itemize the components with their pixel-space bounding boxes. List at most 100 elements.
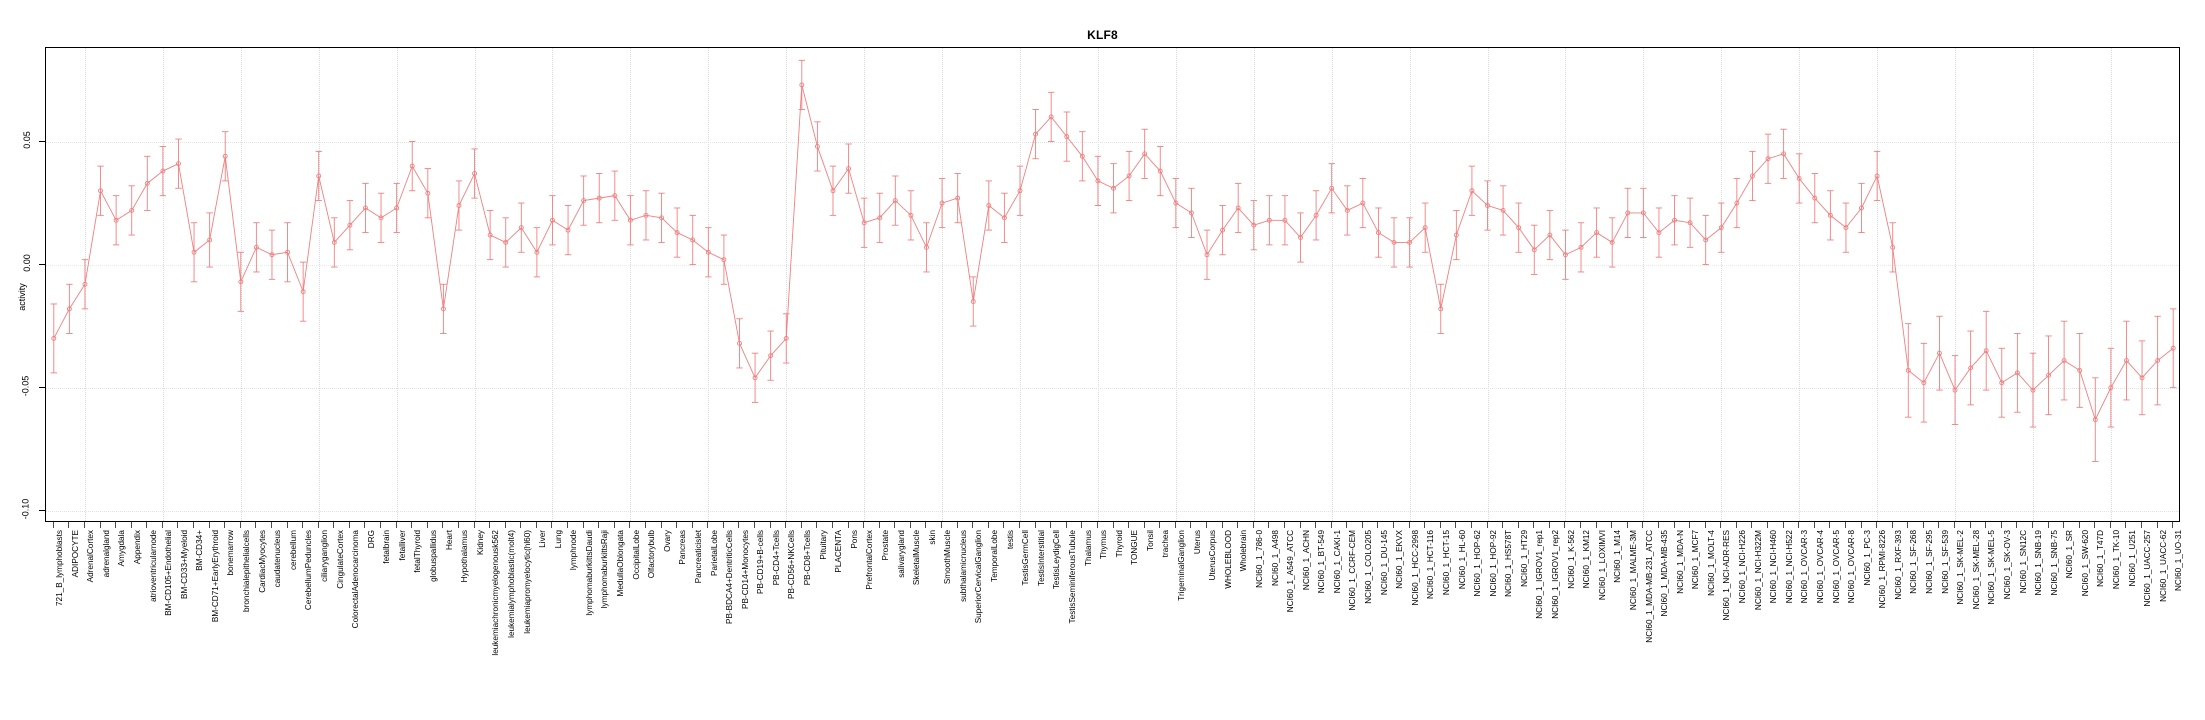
x-tick-label-text: adrenalgland: [101, 530, 111, 578]
x-tick-label: NCI60_1_IGROV1_rep1: [1535, 530, 1544, 619]
x-tick-mark: [1907, 522, 1909, 528]
y-tick-mark: [39, 140, 45, 142]
x-tick-label-text: NCI60_1_SF-295: [1925, 530, 1935, 594]
x-tick-mark: [1128, 522, 1130, 528]
data-point: [1952, 387, 1958, 393]
x-tick-label-text: lymphomaburkittsRaji: [600, 530, 610, 609]
data-point: [2108, 385, 2114, 391]
x-tick-label-text: NCI60_1_SK-OV-3: [2002, 530, 2012, 600]
x-tick-label-text: ColorectalAdenocarcinoma: [351, 530, 361, 629]
data-point: [1282, 217, 1288, 223]
x-tick-mark: [754, 522, 756, 528]
plot-area: [45, 47, 2180, 522]
x-tick-mark: [442, 522, 444, 528]
x-tick-mark: [2000, 522, 2002, 528]
x-tick-label-text: BM-CD34+: [195, 530, 205, 571]
x-tick-label: subthalamicnucleus: [959, 530, 968, 602]
data-point: [955, 195, 961, 201]
x-tick-label-text: CerebellumPeduncles: [304, 530, 314, 611]
gridline-vertical: [1799, 48, 1801, 521]
x-tick-label-text: Ovary: [662, 530, 672, 552]
x-tick-mark: [2016, 522, 2018, 528]
data-point: [176, 161, 181, 167]
data-point: [1469, 188, 1475, 194]
y-tick-mark: [39, 509, 45, 511]
x-tick-label: NCI60_1_K-562: [1566, 530, 1576, 589]
x-tick-label-text: NCI60_1_HOP-92: [1488, 530, 1498, 597]
gridline-vertical: [240, 48, 242, 521]
x-tick-mark: [1891, 522, 1893, 528]
gridline-vertical: [2110, 48, 2112, 521]
x-tick-label: testis: [1006, 530, 1015, 549]
x-tick-mark: [567, 522, 569, 528]
x-tick-label-text: NCI60_1_OVCAR-4: [1815, 530, 1825, 604]
data-point: [1422, 225, 1428, 231]
x-tick-mark: [831, 522, 833, 528]
x-tick-label-text: lymphnode: [569, 530, 579, 571]
data-point: [1749, 173, 1755, 179]
x-tick-label: NCI60_1_EKVX: [1395, 530, 1404, 589]
x-tick-label: leukemiachronicmyelogenousk562: [491, 530, 500, 656]
x-tick-label: PB-CD56+NKCells: [787, 530, 796, 599]
x-tick-mark: [722, 522, 724, 528]
data-point: [565, 227, 571, 233]
data-series: [50, 59, 2177, 462]
x-tick-label-text: Thyroid: [1114, 530, 1124, 558]
x-tick-label: ColorectalAdenocarcinoma: [351, 530, 361, 629]
x-tick-label: NCI60_1_HCT-15: [1442, 530, 1451, 595]
x-tick-label-text: BM-CD71+EarlyErythroid: [210, 530, 220, 623]
gridline-vertical: [1409, 48, 1411, 521]
x-tick-label: NCI60_1_HL-60: [1458, 530, 1467, 589]
x-tick-label-text: NCI60_1_K-562: [1566, 530, 1576, 589]
data-point: [1921, 380, 1927, 386]
x-tick-mark: [504, 522, 506, 528]
data-point: [129, 207, 135, 213]
x-tick-label-text: NCI60_1_MCF7: [1691, 530, 1701, 590]
x-tick-label: fetalThyroid: [413, 530, 422, 573]
data-point: [1485, 203, 1490, 208]
x-tick-label-text: Pituitary: [818, 530, 828, 560]
data-point: [285, 249, 291, 255]
x-tick-mark: [1206, 522, 1207, 528]
x-tick-label: PrefrontalCortex: [865, 530, 874, 590]
x-tick-mark: [1954, 522, 1956, 528]
x-tick-mark: [1330, 522, 1332, 528]
x-tick-mark: [333, 522, 335, 528]
gridline-vertical: [942, 48, 944, 521]
gridline-vertical: [1877, 48, 1879, 521]
x-tick-label-text: CingulateCortex: [335, 530, 345, 589]
x-tick-mark: [707, 522, 709, 528]
x-tick-label: MedullaOblongata: [616, 530, 625, 596]
data-point: [861, 220, 867, 226]
data-point: [690, 237, 696, 243]
x-tick-label: NCI60_1_MOLT-4: [1707, 530, 1716, 596]
x-tick-mark: [130, 522, 132, 528]
x-tick-mark: [457, 522, 459, 528]
x-tick-label-text: NCI60_1_COLO205: [1364, 530, 1374, 604]
data-point: [425, 190, 431, 196]
x-tick-label-text: globuspallidus: [429, 530, 438, 582]
x-tick-label: NCI60_1_HOP-92: [1488, 530, 1498, 597]
gridline-vertical: [864, 48, 866, 521]
x-tick-label-text: Pancreaticislet: [693, 530, 703, 584]
x-tick-label: NCI60_1_SK-MEL-5: [1987, 530, 1996, 605]
gridline-vertical: [1955, 48, 1957, 521]
x-tick-mark: [380, 522, 382, 528]
x-tick-mark: [1922, 522, 1924, 528]
x-tick-label: Kidney: [476, 530, 485, 555]
x-tick-label: WHOLEBLOOD: [1224, 530, 1233, 589]
x-tick-label: PB-CD4+Tcells: [772, 530, 781, 585]
data-point: [1204, 252, 1210, 258]
data-point: [2014, 370, 2020, 376]
x-tick-label-text: TrigeminalGanglion: [1177, 530, 1187, 601]
x-tick-mark: [987, 522, 989, 528]
x-tick-label: NCI60_1_BT-549: [1317, 530, 1326, 593]
gridline-vertical: [1097, 48, 1099, 521]
x-tick-label: skin: [928, 530, 937, 545]
gridline-vertical: [1175, 48, 1177, 521]
x-tick-label-text: PB-BDCA4+DentriticCells: [725, 530, 735, 624]
data-point: [892, 198, 898, 204]
x-tick-mark: [1486, 522, 1488, 528]
x-tick-label: NCI60_1_NCI-H322M: [1754, 530, 1763, 610]
x-tick-label-text: NCI60_1_NCI-ADR-RES: [1722, 530, 1732, 621]
